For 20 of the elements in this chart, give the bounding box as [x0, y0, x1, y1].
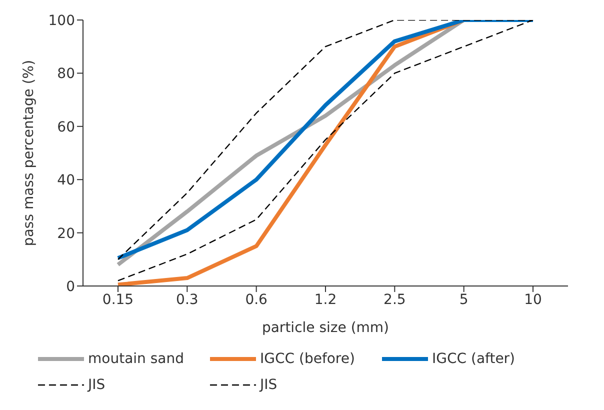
y-tick-label: 80 — [57, 66, 75, 82]
y-tick-label: 40 — [57, 172, 75, 189]
legend-label: IGCC (before) — [260, 351, 355, 367]
x-tick-label: 0.6 — [245, 292, 268, 308]
y-axis-title: pass mass percentage (%) — [20, 60, 37, 246]
x-tick-label: 0.3 — [176, 292, 198, 308]
x-axis-title: particle size (mm) — [262, 320, 390, 336]
x-tick-label: 1.2 — [314, 292, 337, 308]
x-tick-label: 2.5 — [384, 292, 406, 308]
legend-label: moutain sand — [88, 351, 184, 367]
y-tick-label: 60 — [57, 119, 75, 136]
y-tick-label: 100 — [48, 12, 75, 29]
legend-label: IGCC (after) — [432, 351, 516, 367]
legend-label: JIS — [88, 377, 106, 393]
x-tick-label: 10 — [524, 292, 542, 308]
x-tick-label: 0.15 — [102, 292, 134, 308]
legend-label: JIS — [260, 377, 278, 393]
y-tick-label: 0 — [66, 278, 75, 295]
x-tick-label: 5 — [459, 292, 468, 308]
y-tick-label: 20 — [57, 226, 75, 242]
